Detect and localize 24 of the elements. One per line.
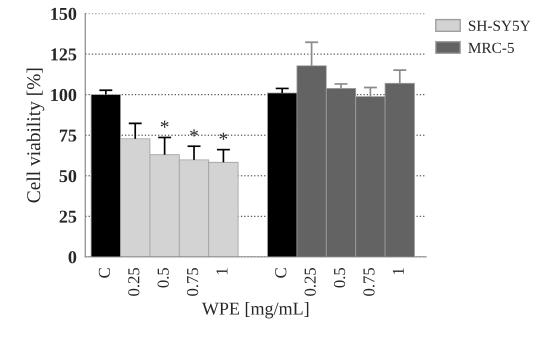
x-tick-label: C xyxy=(98,268,110,278)
annotation: * xyxy=(160,120,169,128)
annotation: * xyxy=(220,132,228,140)
y-tick-label: 150 xyxy=(51,8,76,20)
x-tick-label: 1 xyxy=(392,268,404,274)
x-tick-label: 0.5 xyxy=(158,268,169,288)
y-axis-title: Cell viability [%] xyxy=(26,68,44,202)
y-tick-label: 0 xyxy=(68,251,76,264)
x-axis-title: WPE [mg/mL] xyxy=(202,302,308,318)
x-tick-label: 0.25 xyxy=(304,268,316,296)
y-tick-label: 100 xyxy=(51,88,76,102)
y-tick-label: 25 xyxy=(60,210,76,223)
annotation: * xyxy=(190,129,198,136)
legend-label: MRC-5 xyxy=(468,42,514,53)
x-tick-label: 0.75 xyxy=(186,268,198,296)
y-tick-label: 50 xyxy=(60,170,76,182)
x-tick-label: 0.5 xyxy=(334,268,346,288)
x-tick-label: C xyxy=(275,268,286,278)
legend-label: SH-SY5Y xyxy=(468,20,530,31)
y-tick-label: 75 xyxy=(60,130,76,142)
x-tick-label: 0.25 xyxy=(128,268,140,296)
x-tick-label: 1 xyxy=(216,268,228,274)
x-tick-label: 0.75 xyxy=(363,268,375,296)
y-tick-label: 125 xyxy=(51,48,76,61)
